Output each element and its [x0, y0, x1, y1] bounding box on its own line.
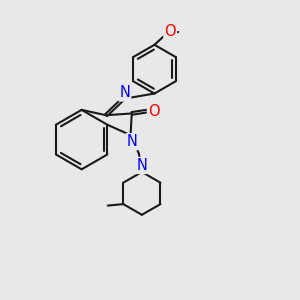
Text: O: O — [148, 103, 160, 118]
Text: N: N — [127, 134, 137, 149]
Text: N: N — [119, 85, 130, 100]
Text: O: O — [164, 24, 176, 39]
Text: N: N — [136, 158, 147, 173]
